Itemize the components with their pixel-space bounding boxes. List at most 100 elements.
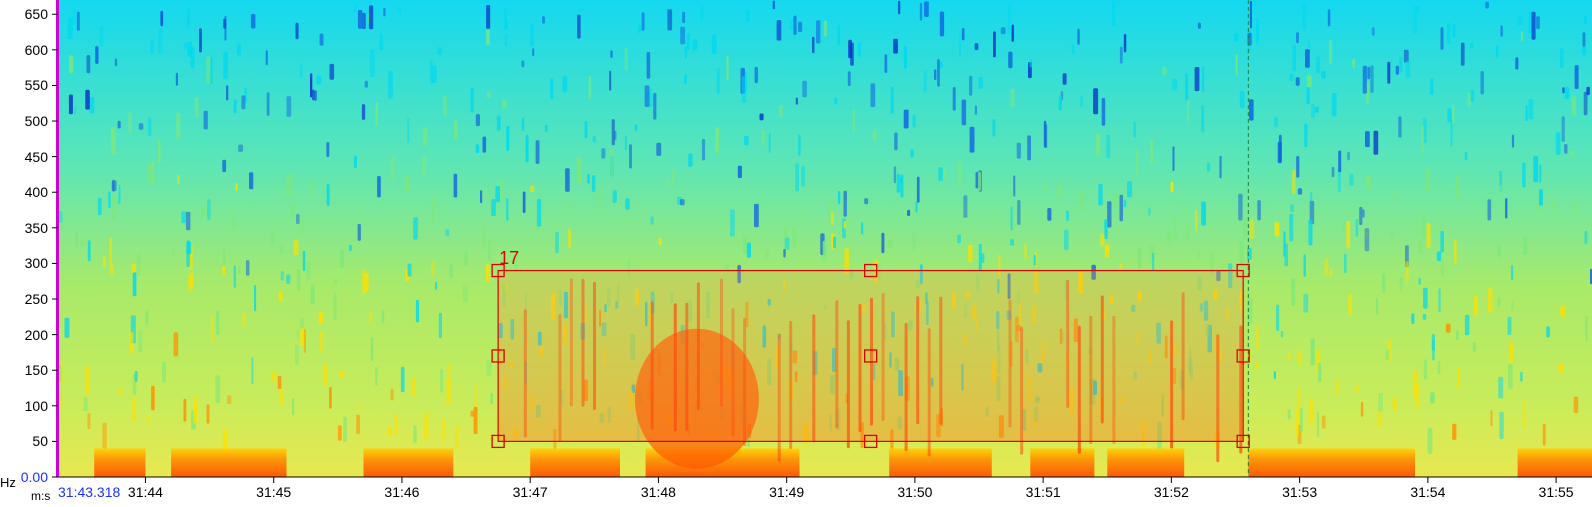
spectral-streak bbox=[424, 413, 429, 440]
spectral-streak bbox=[746, 242, 751, 258]
selection-resize-handle[interactable] bbox=[864, 263, 878, 278]
spectral-streak bbox=[1487, 288, 1493, 313]
spectral-streak bbox=[353, 155, 357, 169]
spectral-streak bbox=[656, 142, 662, 156]
spectral-streak bbox=[318, 312, 324, 324]
spectral-streak bbox=[521, 117, 525, 131]
spectral-streak bbox=[194, 97, 199, 118]
spectral-streak bbox=[1044, 124, 1048, 149]
spectral-streak bbox=[1104, 219, 1108, 240]
spectral-streak bbox=[280, 271, 284, 281]
spectral-streak bbox=[1573, 396, 1579, 414]
x-tick-label: 31:49 bbox=[769, 484, 805, 500]
spectral-streak bbox=[961, 28, 965, 41]
spectral-streak bbox=[978, 171, 982, 191]
selection-resize-handle[interactable] bbox=[864, 349, 878, 363]
spectral-streak bbox=[1347, 151, 1350, 161]
spectral-streak bbox=[312, 89, 315, 101]
spectral-streak bbox=[470, 87, 474, 113]
spectral-streak bbox=[270, 231, 275, 245]
spectral-streak bbox=[823, 20, 827, 37]
selection-handles[interactable] bbox=[491, 263, 1250, 449]
selection-resize-handle[interactable] bbox=[491, 434, 505, 449]
spectral-streak bbox=[1440, 230, 1444, 253]
spectral-streak bbox=[242, 313, 247, 327]
spectral-streak bbox=[1256, 325, 1259, 351]
spectral-streak bbox=[816, 20, 821, 44]
spectral-streak bbox=[502, 99, 507, 109]
spectral-streak bbox=[310, 179, 313, 199]
spectral-streak bbox=[1291, 278, 1296, 306]
selection-resize-handle[interactable] bbox=[491, 349, 505, 363]
spectral-streak bbox=[1511, 300, 1514, 311]
spectral-streak bbox=[1571, 96, 1577, 116]
spectral-streak bbox=[701, 138, 706, 161]
spectral-streak bbox=[978, 243, 982, 271]
spectral-streak bbox=[1024, 244, 1027, 260]
spectral-streak bbox=[254, 285, 257, 312]
selection-resize-handle[interactable] bbox=[864, 434, 878, 449]
spectral-streak bbox=[181, 211, 186, 224]
y-tick-label: 600 bbox=[24, 41, 48, 58]
spectral-streak bbox=[128, 112, 132, 134]
spectral-streak bbox=[1455, 175, 1460, 201]
spectral-streak bbox=[1346, 221, 1351, 248]
spectral-streak bbox=[375, 102, 378, 126]
spectral-streak bbox=[1318, 363, 1322, 382]
spectral-streak bbox=[233, 265, 236, 288]
selection-resize-handle[interactable] bbox=[491, 263, 505, 278]
spectral-streak bbox=[1583, 91, 1588, 116]
spectral-streak bbox=[132, 397, 137, 422]
spectral-streak bbox=[939, 11, 945, 37]
spectral-streak bbox=[1305, 49, 1310, 68]
spectral-streak bbox=[1373, 130, 1379, 155]
spectral-streak bbox=[1505, 198, 1508, 219]
spectral-streak bbox=[893, 166, 897, 184]
spectral-streak bbox=[592, 135, 596, 143]
spectral-streak bbox=[1309, 200, 1315, 225]
spectral-streak bbox=[319, 33, 324, 46]
selection-box[interactable] bbox=[491, 263, 1250, 449]
spectral-streak bbox=[381, 310, 385, 324]
spectral-streak bbox=[612, 190, 617, 203]
spectral-streak bbox=[1392, 397, 1397, 411]
spectral-streak bbox=[1274, 222, 1280, 237]
spectral-streak bbox=[1584, 230, 1588, 245]
spectral-streak bbox=[1308, 41, 1311, 49]
spectral-streak bbox=[1297, 188, 1303, 195]
spectral-streak bbox=[343, 416, 347, 443]
spectral-streak bbox=[435, 281, 438, 290]
x-tick-label: 31:54 bbox=[1410, 484, 1446, 500]
spectral-streak bbox=[1387, 61, 1391, 84]
spectral-streak bbox=[490, 392, 493, 405]
spectral-streak bbox=[1185, 73, 1189, 101]
spectral-streak bbox=[1498, 376, 1504, 399]
spectral-streak bbox=[1508, 364, 1513, 390]
selection-resize-handle[interactable] bbox=[1236, 349, 1250, 363]
spectral-streak bbox=[453, 173, 458, 198]
spectral-streak bbox=[1355, 218, 1359, 237]
spectral-streak bbox=[737, 165, 742, 179]
x-axis-unit: m:s bbox=[31, 489, 51, 503]
selection-resize-handle[interactable] bbox=[1236, 263, 1250, 278]
spectral-streak bbox=[222, 265, 225, 277]
spectral-streak bbox=[329, 387, 332, 409]
spectral-streak bbox=[286, 174, 291, 198]
spectral-streak bbox=[1474, 296, 1478, 317]
spectral-streak bbox=[339, 249, 345, 269]
spectral-streak bbox=[348, 244, 352, 251]
spectral-streak bbox=[1172, 219, 1177, 240]
spectral-streak bbox=[692, 39, 698, 51]
selection-rectangle[interactable] bbox=[497, 269, 1244, 443]
spectral-streak bbox=[1360, 401, 1364, 417]
spectral-streak bbox=[792, 227, 797, 248]
selection-resize-handle[interactable] bbox=[1236, 434, 1250, 449]
spectral-streak bbox=[1393, 190, 1397, 204]
spectral-streak bbox=[183, 398, 187, 422]
spectral-streak bbox=[362, 12, 366, 30]
spectral-streak bbox=[356, 414, 360, 434]
spectral-streak bbox=[1399, 277, 1403, 292]
spectral-streak bbox=[499, 179, 504, 200]
